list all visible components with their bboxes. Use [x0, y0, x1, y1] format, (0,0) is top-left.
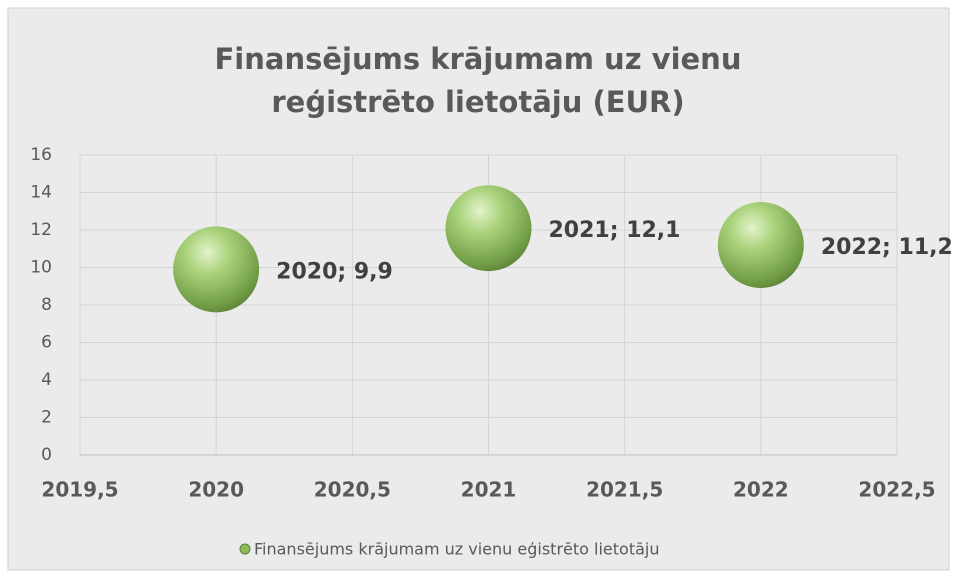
chart-background: [7, 7, 950, 571]
data-label: 2021; 12,1: [549, 218, 681, 243]
x-tick-label: 2019,5: [41, 478, 118, 502]
y-tick-label: 6: [41, 333, 52, 353]
y-tick-label: 16: [30, 145, 52, 165]
y-tick-label: 0: [41, 445, 52, 465]
bubble: [445, 185, 532, 272]
x-tick-label: 2020,5: [314, 478, 391, 502]
y-tick-label: 4: [41, 370, 52, 390]
bubble: [717, 202, 804, 288]
y-tick-label: 10: [30, 258, 52, 278]
x-tick-label: 2022,5: [858, 478, 935, 502]
y-tick-label: 8: [41, 295, 52, 315]
chart-title: Finansējums krājumam uz vienu reģistrēto…: [214, 42, 742, 119]
y-tick-label: 12: [30, 220, 52, 240]
bubble: [173, 226, 260, 313]
y-tick-label: 14: [30, 183, 52, 203]
legend-label: Finansējums krājumam uz vienu eģistrēto …: [254, 540, 659, 559]
x-tick-label: 2021,5: [586, 478, 663, 502]
x-tick-label: 2021: [461, 478, 517, 502]
x-tick-label: 2022: [733, 478, 789, 502]
x-tick-label: 2020: [188, 478, 244, 502]
data-label: 2022; 11,2: [821, 235, 953, 260]
y-tick-label: 2: [41, 408, 52, 428]
data-label: 2020; 9,9: [276, 259, 393, 284]
legend-marker: [239, 543, 251, 555]
